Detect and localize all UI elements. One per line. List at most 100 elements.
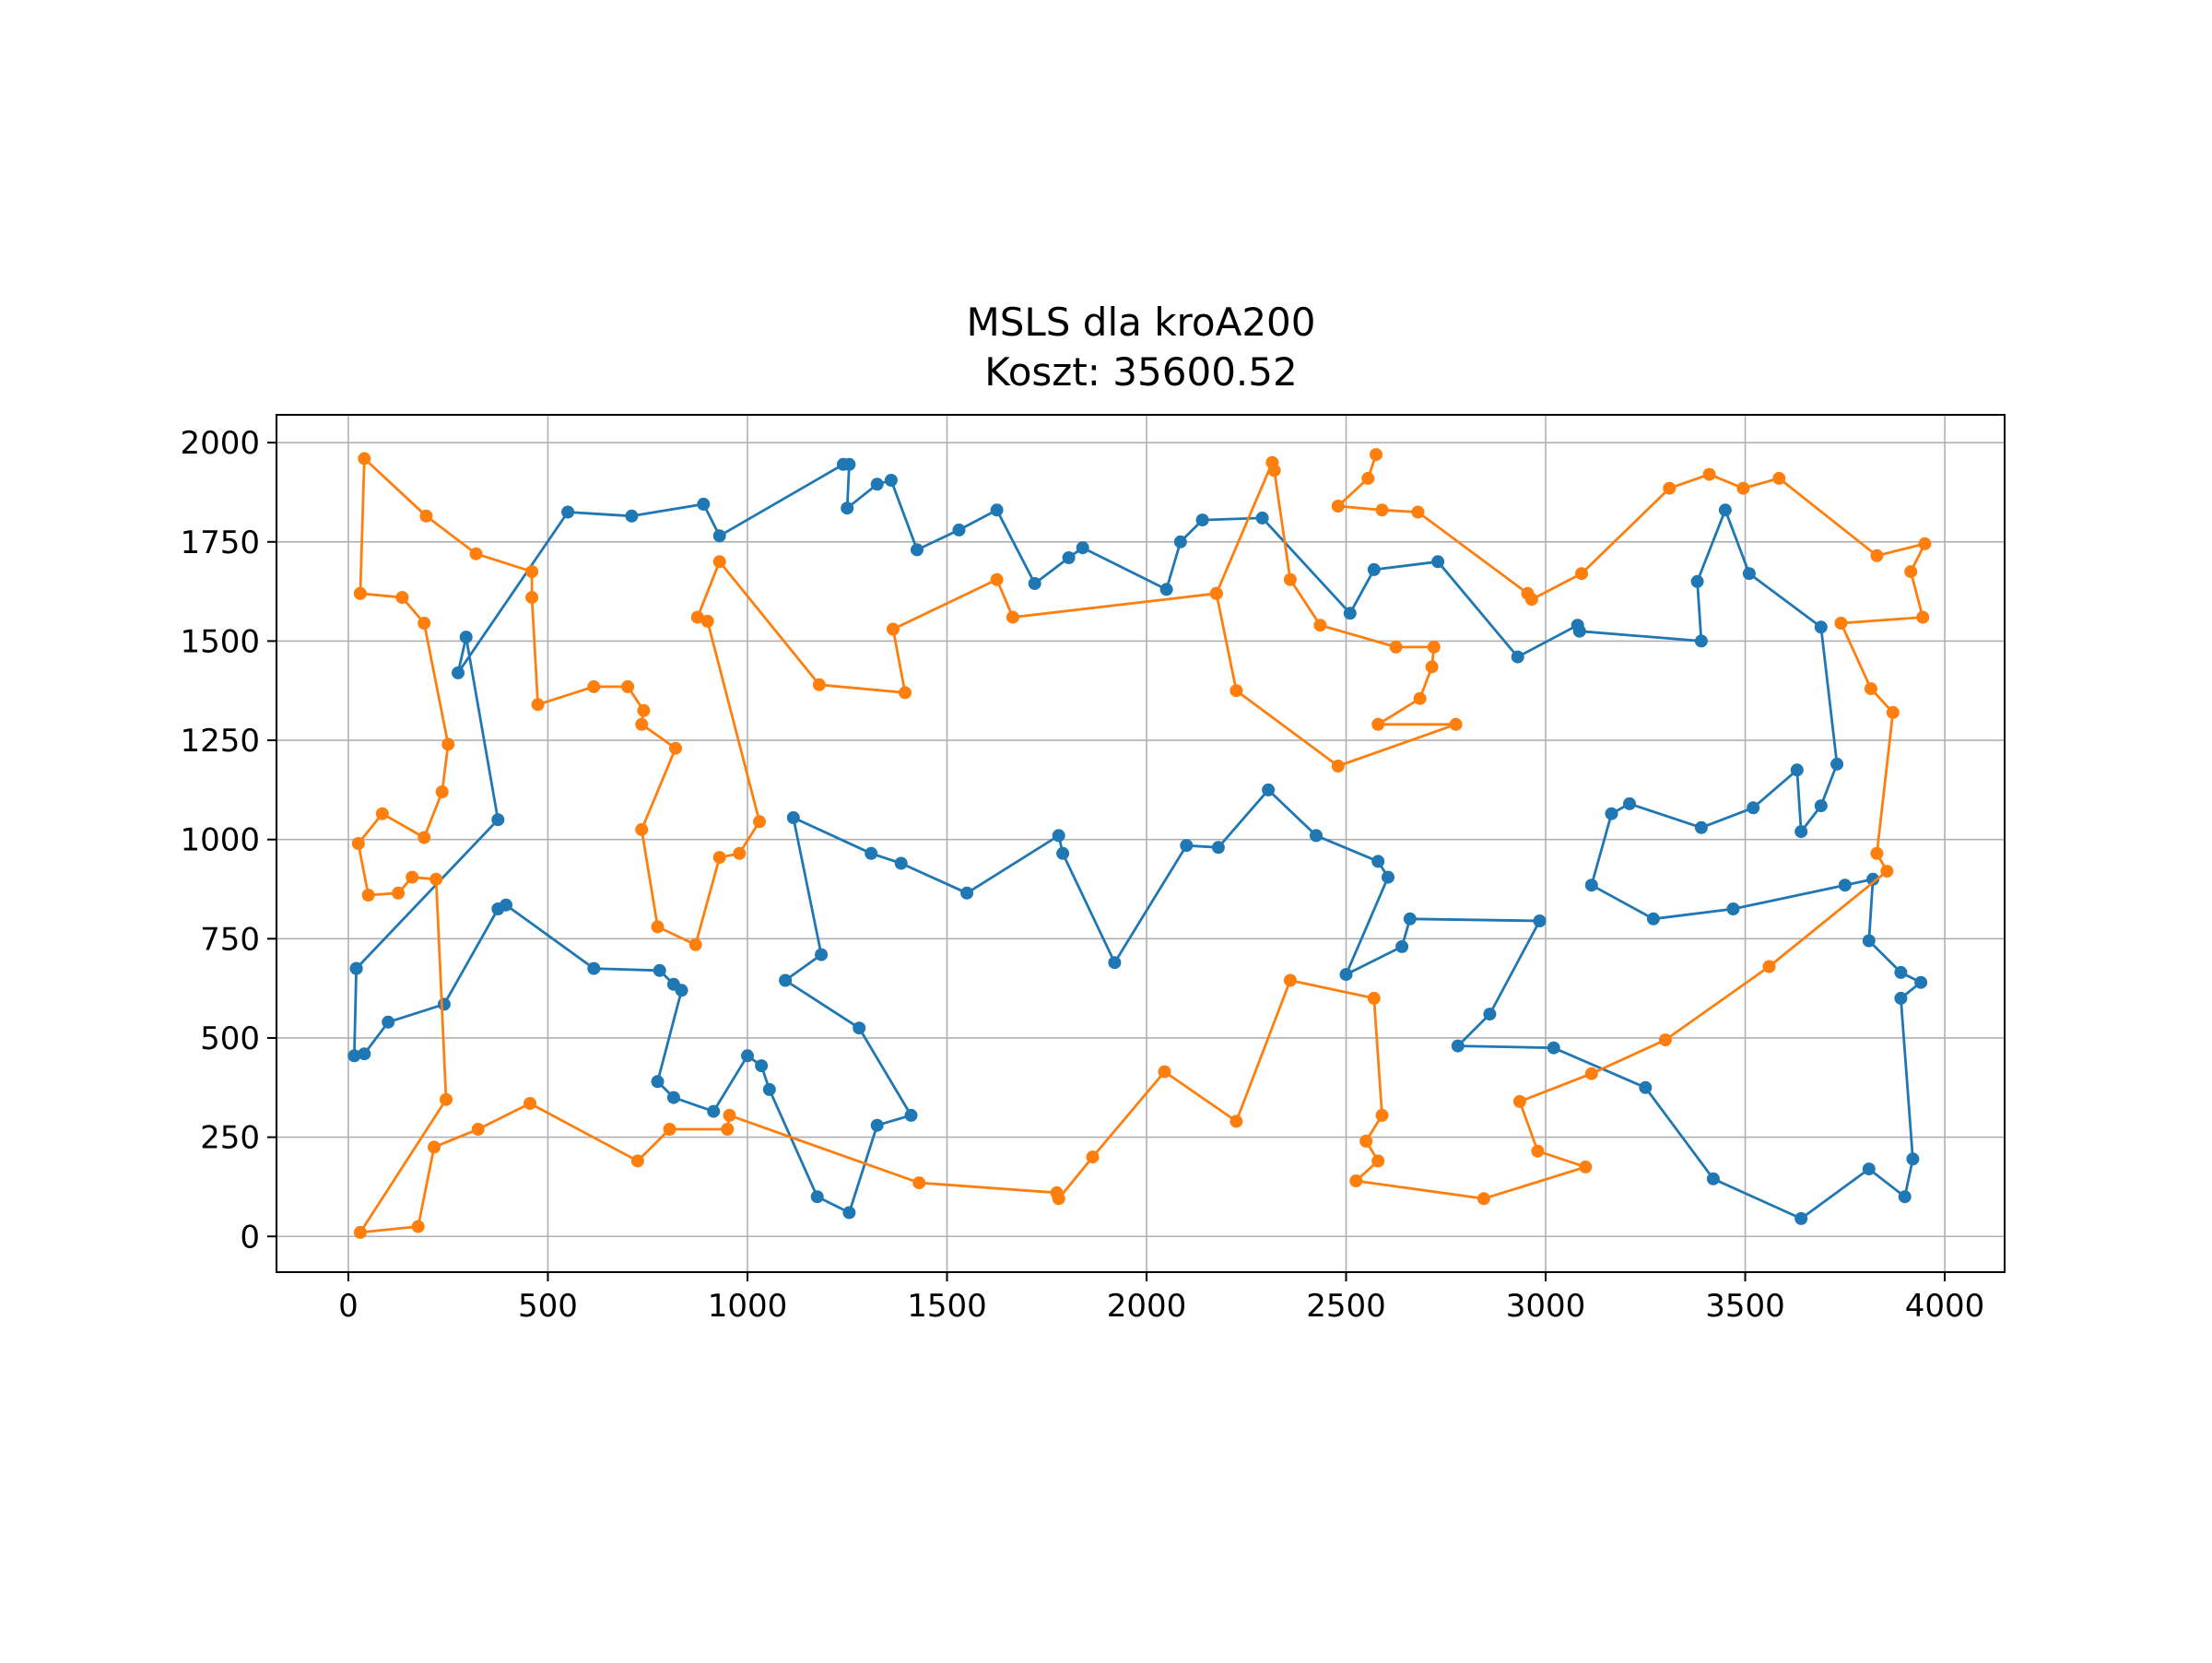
data-point [1870, 548, 1884, 562]
data-point [1425, 660, 1439, 674]
y-tick-label: 1500 [180, 623, 260, 660]
data-point [1230, 684, 1243, 698]
data-point [669, 741, 682, 755]
data-point [351, 837, 365, 850]
data-point [531, 698, 545, 712]
data-point [440, 1092, 453, 1106]
data-point [1747, 801, 1760, 815]
data-point [960, 886, 974, 900]
data-point [1395, 939, 1409, 953]
data-point [786, 811, 800, 824]
data-point [1702, 467, 1716, 481]
x-tick-label: 2500 [1306, 1288, 1386, 1325]
data-point [1694, 820, 1708, 834]
data-point [894, 856, 908, 870]
data-point [358, 452, 371, 466]
x-tick-label: 3000 [1506, 1288, 1586, 1325]
data-point [1331, 760, 1345, 773]
data-point [712, 529, 726, 543]
y-tick-label: 0 [240, 1219, 260, 1256]
data-point [382, 1015, 395, 1029]
data-point [1663, 481, 1677, 495]
data-point [469, 547, 483, 560]
y-tick-label: 750 [200, 921, 260, 958]
data-point [1367, 562, 1381, 576]
data-point [812, 678, 826, 691]
data-point [1370, 448, 1382, 462]
data-point [1906, 1152, 1920, 1166]
data-point [1158, 1065, 1171, 1079]
data-point [1173, 535, 1187, 548]
data-point [1623, 796, 1636, 810]
data-point [741, 1049, 754, 1063]
data-point [1431, 555, 1445, 569]
data-point [1361, 471, 1375, 485]
data-point [870, 1118, 884, 1132]
data-point [865, 846, 878, 860]
data-point [911, 543, 924, 557]
data-point [712, 851, 726, 865]
data-point [1838, 879, 1852, 892]
data-point [755, 1059, 769, 1073]
data-point [899, 686, 912, 700]
data-point [347, 1049, 361, 1063]
data-point [1195, 513, 1209, 527]
data-point [1718, 503, 1732, 517]
data-point [437, 997, 451, 1011]
data-point [1914, 975, 1928, 989]
series-2 [351, 448, 1932, 1239]
x-tick-label: 500 [518, 1288, 578, 1325]
data-point [1898, 1190, 1912, 1204]
data-point [1411, 505, 1425, 519]
data-point [904, 1108, 918, 1122]
data-point [1427, 640, 1441, 654]
data-point [525, 591, 539, 605]
y-tick-label: 2000 [180, 425, 260, 462]
data-point [990, 572, 1004, 586]
data-point [459, 631, 473, 644]
data-point [697, 497, 711, 511]
data-point [1267, 464, 1281, 478]
x-tick-label: 1500 [907, 1288, 987, 1325]
data-point [762, 1082, 776, 1096]
data-point [1762, 960, 1776, 973]
data-point [700, 614, 714, 628]
data-point [723, 1108, 736, 1122]
data-point [653, 963, 666, 977]
data-point [688, 938, 702, 951]
data-point [663, 1123, 677, 1136]
data-point [1086, 1150, 1100, 1164]
data-point [1413, 691, 1427, 705]
data-point [779, 973, 793, 987]
data-point [1230, 1115, 1243, 1128]
data-point [1339, 968, 1353, 982]
y-tick-label: 1000 [180, 822, 260, 859]
data-point [1108, 956, 1122, 970]
data-point [1904, 565, 1918, 579]
data-point [637, 703, 651, 717]
data-point [1028, 577, 1041, 590]
data-point [1371, 1154, 1385, 1168]
data-point [733, 846, 747, 860]
data-point [1483, 1008, 1497, 1021]
data-point [1511, 650, 1524, 664]
x-tick-label: 4000 [1905, 1288, 1985, 1325]
plot-frame [276, 414, 2006, 1273]
data-point [524, 1097, 536, 1110]
data-point [1524, 593, 1538, 607]
data-point [1605, 807, 1618, 820]
data-point [1052, 829, 1065, 843]
data-point [1531, 1144, 1545, 1158]
data-point [587, 679, 601, 693]
data-point [1371, 855, 1385, 868]
data-point [406, 870, 419, 884]
data-point [1283, 973, 1297, 987]
data-point [1646, 912, 1660, 926]
x-tick-label: 0 [338, 1288, 359, 1325]
data-point [707, 1104, 721, 1118]
data-point [1262, 783, 1276, 796]
data-point [418, 831, 431, 844]
data-point [1056, 846, 1070, 860]
data-point [1575, 567, 1588, 581]
